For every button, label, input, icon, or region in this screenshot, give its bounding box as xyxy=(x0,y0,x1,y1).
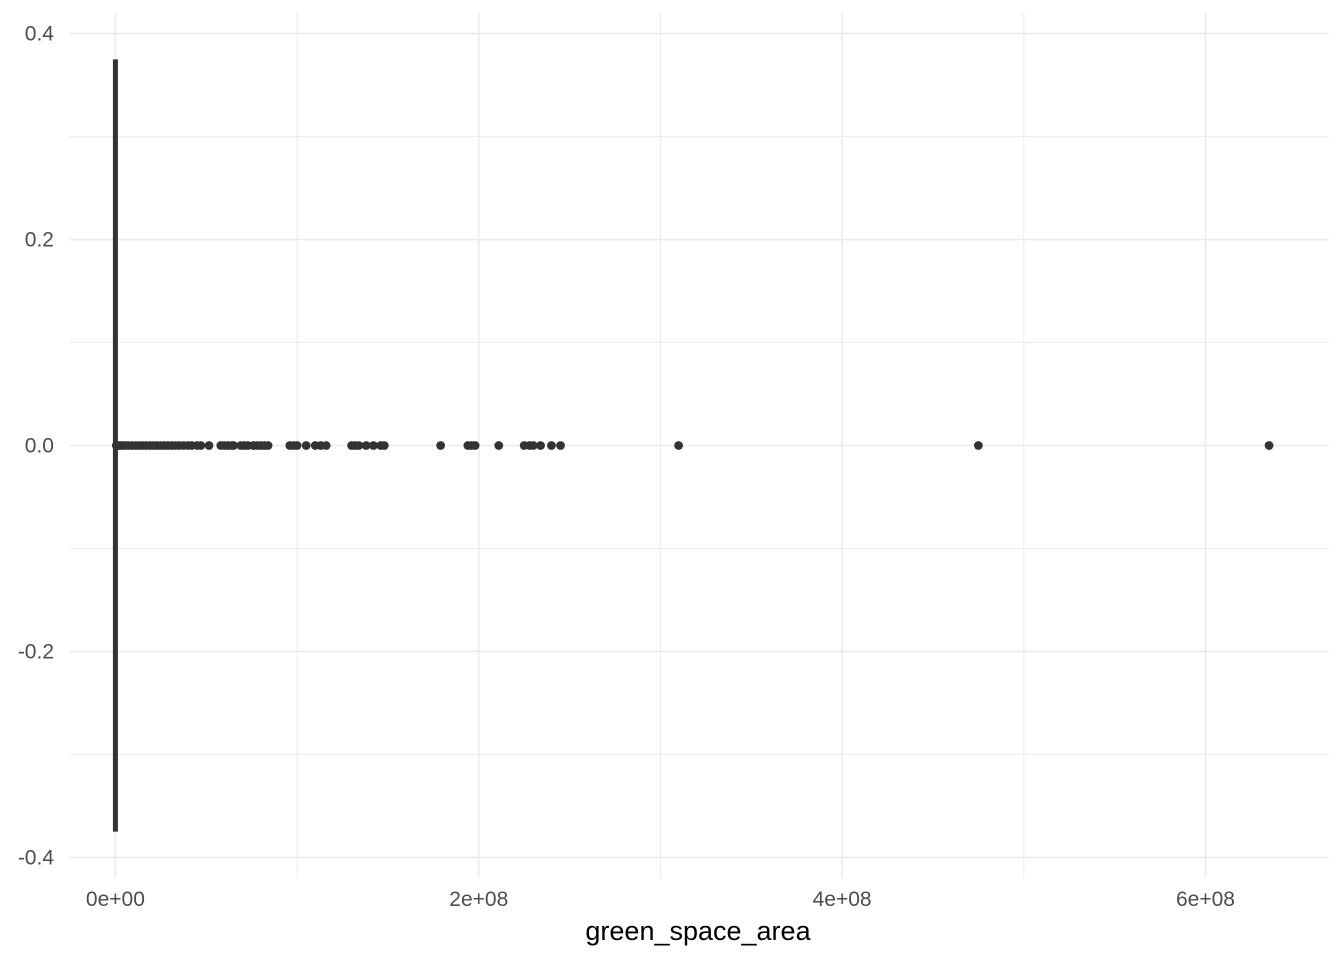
outlier-point xyxy=(536,441,545,450)
y-tick-label: 0.4 xyxy=(25,23,55,46)
outlier-point xyxy=(368,441,378,450)
y-tick-label: -0.2 xyxy=(18,640,54,663)
outlier-point xyxy=(556,441,565,450)
outlier-point xyxy=(292,441,302,450)
outlier-point xyxy=(196,441,206,450)
outlier-point xyxy=(263,441,273,450)
outlier-point xyxy=(528,441,538,450)
x-tick-label: 0e+00 xyxy=(86,888,145,911)
outlier-point xyxy=(436,441,446,450)
outlier-point xyxy=(547,441,556,450)
x-tick-label: 2e+08 xyxy=(449,888,508,911)
y-tick-label: 0.2 xyxy=(25,229,54,252)
y-tick-label: 0.0 xyxy=(25,435,54,458)
outlier-point xyxy=(674,441,684,450)
outlier-point xyxy=(321,441,331,450)
outlier-point xyxy=(354,441,364,450)
minor-gridlines xyxy=(70,13,1329,878)
outlier-point xyxy=(1264,441,1274,450)
outlier-point xyxy=(229,441,238,450)
major-gridlines xyxy=(70,13,1329,878)
x-tick-label: 6e+08 xyxy=(1176,888,1235,911)
y-axis-tick-labels: 0.4 0.2 0.0 -0.2 -0.4 xyxy=(18,23,55,870)
outlier-point xyxy=(470,441,480,450)
y-tick-label: -0.4 xyxy=(18,846,55,869)
outlier-point xyxy=(301,441,311,450)
outlier-point xyxy=(973,441,983,450)
outlier-point xyxy=(361,441,371,450)
x-tick-label: 4e+08 xyxy=(813,888,872,911)
outlier-point xyxy=(379,441,389,450)
outlier-point xyxy=(204,441,214,450)
x-axis-title: green_space_area xyxy=(585,916,811,946)
x-axis-tick-labels: 0e+00 2e+08 4e+08 6e+08 xyxy=(86,888,1235,911)
outlier-points xyxy=(111,441,1274,450)
outlier-point xyxy=(494,441,504,450)
